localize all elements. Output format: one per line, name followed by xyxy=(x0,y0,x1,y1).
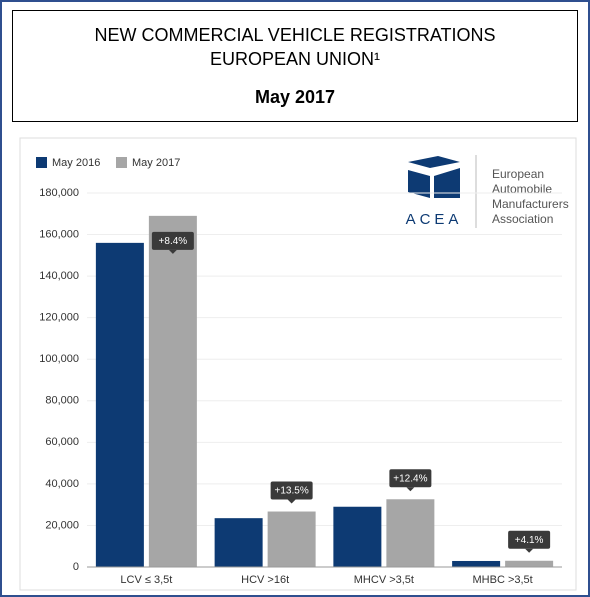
logo-text: Association xyxy=(492,212,553,226)
bar xyxy=(333,506,382,567)
bar xyxy=(386,499,435,567)
bar xyxy=(95,242,144,567)
title-line: EUROPEAN UNION¹ xyxy=(209,49,380,69)
bar xyxy=(148,215,197,567)
legend-swatch xyxy=(36,157,47,168)
annotation-box xyxy=(389,469,432,488)
title-line: NEW COMMERCIAL VEHICLE REGISTRATIONS xyxy=(94,25,496,45)
y-tick-label: 40,000 xyxy=(45,478,79,490)
legend-swatch xyxy=(116,157,127,168)
y-tick-label: 80,000 xyxy=(45,395,79,407)
logo-text: Manufacturers xyxy=(492,197,569,211)
bar xyxy=(214,518,263,567)
annotation: +4.1% xyxy=(515,535,544,546)
annotation: +8.4% xyxy=(159,236,188,247)
y-tick-label: 100,000 xyxy=(39,353,79,365)
header: NEW COMMERCIAL VEHICLE REGISTRATIONS EUR… xyxy=(12,10,578,122)
legend-label: May 2017 xyxy=(132,157,180,169)
y-tick-label: 180,000 xyxy=(39,187,79,199)
annotation-box xyxy=(270,481,313,500)
annotation: +13.5% xyxy=(275,486,309,497)
annotation-pointer xyxy=(406,487,415,492)
annotation-box xyxy=(508,530,551,549)
subtitle: May 2017 xyxy=(254,87,336,107)
y-tick-label: 120,000 xyxy=(39,312,79,324)
annotation-pointer xyxy=(168,249,177,254)
x-tick-label: MHCV >3,5t xyxy=(354,574,414,586)
logo-text: European xyxy=(492,167,544,181)
x-tick-label: LCV ≤ 3,5t xyxy=(120,574,172,586)
y-tick-label: 20,000 xyxy=(45,519,79,531)
annotation-pointer xyxy=(525,548,534,553)
logo-text: Automobile xyxy=(492,182,552,196)
y-tick-label: 0 xyxy=(73,561,79,573)
logo-abbr: ACEA xyxy=(406,211,463,228)
annotation-box xyxy=(151,231,194,250)
chart-frame xyxy=(19,137,577,591)
x-tick-label: MHBC >3,5t xyxy=(473,574,533,586)
x-tick-label: HCV >16t xyxy=(241,574,289,586)
annotation: +12.4% xyxy=(393,473,427,484)
legend-label: May 2016 xyxy=(52,157,100,169)
annotation-pointer xyxy=(287,499,296,504)
bar xyxy=(267,511,316,567)
y-tick-label: 60,000 xyxy=(45,436,79,448)
bar xyxy=(452,560,501,567)
y-tick-label: 140,000 xyxy=(39,270,79,282)
bar xyxy=(505,560,554,567)
logo-mark xyxy=(408,155,477,228)
y-tick-label: 160,000 xyxy=(39,228,79,240)
